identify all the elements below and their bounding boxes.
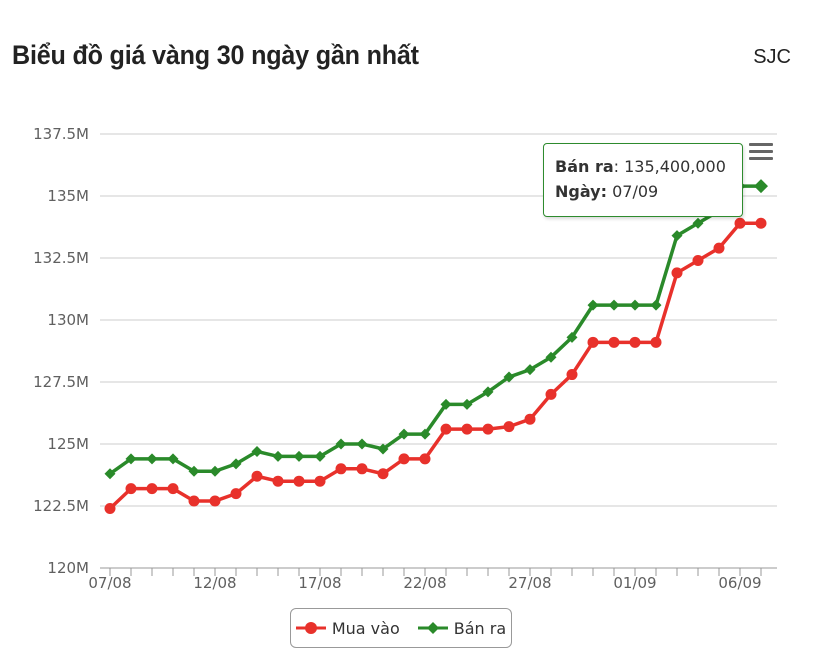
sell-point[interactable] bbox=[377, 443, 389, 455]
buy-point[interactable] bbox=[251, 470, 263, 482]
series-line-buy bbox=[108, 221, 761, 510]
buy-point[interactable] bbox=[734, 217, 746, 229]
sell-point[interactable] bbox=[608, 299, 620, 311]
circle-marker-icon bbox=[295, 622, 326, 634]
tooltip-series-label: Bán ra bbox=[555, 157, 614, 176]
buy-point[interactable] bbox=[398, 453, 410, 465]
sell-point[interactable] bbox=[629, 299, 641, 311]
sell-point[interactable] bbox=[356, 438, 368, 450]
buy-point[interactable] bbox=[356, 463, 368, 475]
y-tick-label: 125M bbox=[47, 435, 89, 453]
buy-point[interactable] bbox=[419, 453, 431, 465]
sell-point[interactable] bbox=[398, 428, 410, 440]
y-tick-label: 130M bbox=[47, 311, 89, 329]
legend-label-sell: Bán ra bbox=[453, 618, 507, 638]
buy-point[interactable] bbox=[755, 217, 767, 229]
buy-point[interactable] bbox=[146, 483, 158, 495]
sell-point[interactable] bbox=[314, 450, 326, 462]
x-tick-label: 06/09 bbox=[718, 574, 761, 592]
tooltip-value: 135,400,000 bbox=[624, 157, 726, 176]
legend-item-sell[interactable]: Bán ra bbox=[417, 618, 507, 638]
sell-point[interactable] bbox=[272, 450, 284, 462]
sell-point[interactable] bbox=[650, 299, 662, 311]
buy-point[interactable] bbox=[461, 423, 473, 435]
chart-tooltip: Bán ra: 135,400,000 Ngày: 07/09 bbox=[543, 143, 743, 217]
buy-point[interactable] bbox=[545, 388, 557, 400]
page-title: Biểu đồ giá vàng 30 ngày gần nhất bbox=[12, 40, 419, 70]
chart-legend: Mua vào Bán ra bbox=[290, 608, 512, 648]
sell-point[interactable] bbox=[188, 465, 200, 477]
sell-point-highlighted[interactable] bbox=[754, 179, 768, 194]
buy-point[interactable] bbox=[188, 495, 200, 507]
x-tick-label: 07/08 bbox=[88, 574, 131, 592]
sell-point[interactable] bbox=[125, 453, 137, 465]
hamburger-menu-icon[interactable] bbox=[749, 143, 773, 163]
y-tick-label: 120M bbox=[47, 559, 89, 577]
brand-label: SJC bbox=[753, 46, 791, 68]
sell-point[interactable] bbox=[671, 230, 683, 242]
legend-label-buy: Mua vào bbox=[331, 618, 400, 638]
buy-point[interactable] bbox=[587, 336, 599, 348]
buy-point[interactable] bbox=[377, 468, 389, 480]
sell-point[interactable] bbox=[251, 445, 263, 457]
x-tick-label: 01/09 bbox=[613, 574, 656, 592]
sell-point[interactable] bbox=[524, 364, 536, 376]
buy-point[interactable] bbox=[167, 483, 179, 495]
buy-point[interactable] bbox=[671, 267, 683, 279]
buy-point[interactable] bbox=[293, 475, 305, 487]
sell-point[interactable] bbox=[587, 299, 599, 311]
sell-point[interactable] bbox=[209, 465, 221, 477]
sell-point[interactable] bbox=[104, 468, 116, 480]
sell-point[interactable] bbox=[503, 371, 515, 383]
buy-point[interactable] bbox=[125, 483, 137, 495]
buy-point[interactable] bbox=[692, 254, 704, 266]
y-tick-label: 132.5M bbox=[33, 249, 89, 267]
buy-point[interactable] bbox=[482, 423, 494, 435]
x-tick-label: 12/08 bbox=[193, 574, 236, 592]
x-tick-label: 27/08 bbox=[508, 574, 551, 592]
buy-point[interactable] bbox=[566, 369, 578, 381]
legend-item-buy[interactable]: Mua vào bbox=[295, 618, 400, 638]
series-line-sell bbox=[108, 184, 761, 476]
sell-point[interactable] bbox=[545, 351, 557, 363]
buy-point[interactable] bbox=[209, 495, 221, 507]
tooltip-date: 07/09 bbox=[612, 182, 659, 201]
sell-point[interactable] bbox=[419, 428, 431, 440]
buy-point[interactable] bbox=[104, 502, 116, 514]
sell-point[interactable] bbox=[146, 453, 158, 465]
buy-point[interactable] bbox=[524, 413, 536, 425]
sell-point[interactable] bbox=[461, 398, 473, 410]
sell-point[interactable] bbox=[482, 386, 494, 398]
buy-point[interactable] bbox=[608, 336, 620, 348]
buy-point[interactable] bbox=[650, 336, 662, 348]
sell-point[interactable] bbox=[230, 458, 242, 470]
y-tick-label: 127.5M bbox=[33, 373, 89, 391]
buy-point[interactable] bbox=[629, 336, 641, 348]
y-tick-label: 135M bbox=[47, 187, 89, 205]
sell-point[interactable] bbox=[566, 331, 578, 343]
y-tick-label: 122.5M bbox=[33, 497, 89, 515]
buy-point[interactable] bbox=[335, 463, 347, 475]
buy-point[interactable] bbox=[272, 475, 284, 487]
buy-point[interactable] bbox=[440, 423, 452, 435]
buy-point[interactable] bbox=[713, 242, 725, 254]
buy-point[interactable] bbox=[314, 475, 326, 487]
buy-point[interactable] bbox=[230, 488, 242, 500]
sell-point[interactable] bbox=[167, 453, 179, 465]
sell-point[interactable] bbox=[440, 398, 452, 410]
y-tick-label: 137.5M bbox=[33, 125, 89, 143]
x-tick-label: 22/08 bbox=[403, 574, 446, 592]
tooltip-date-label: Ngày: bbox=[555, 182, 607, 201]
sell-point[interactable] bbox=[335, 438, 347, 450]
sell-point[interactable] bbox=[293, 450, 305, 462]
diamond-marker-icon bbox=[417, 622, 448, 634]
buy-point[interactable] bbox=[503, 421, 515, 433]
sell-point[interactable] bbox=[692, 217, 704, 229]
x-tick-label: 17/08 bbox=[298, 574, 341, 592]
